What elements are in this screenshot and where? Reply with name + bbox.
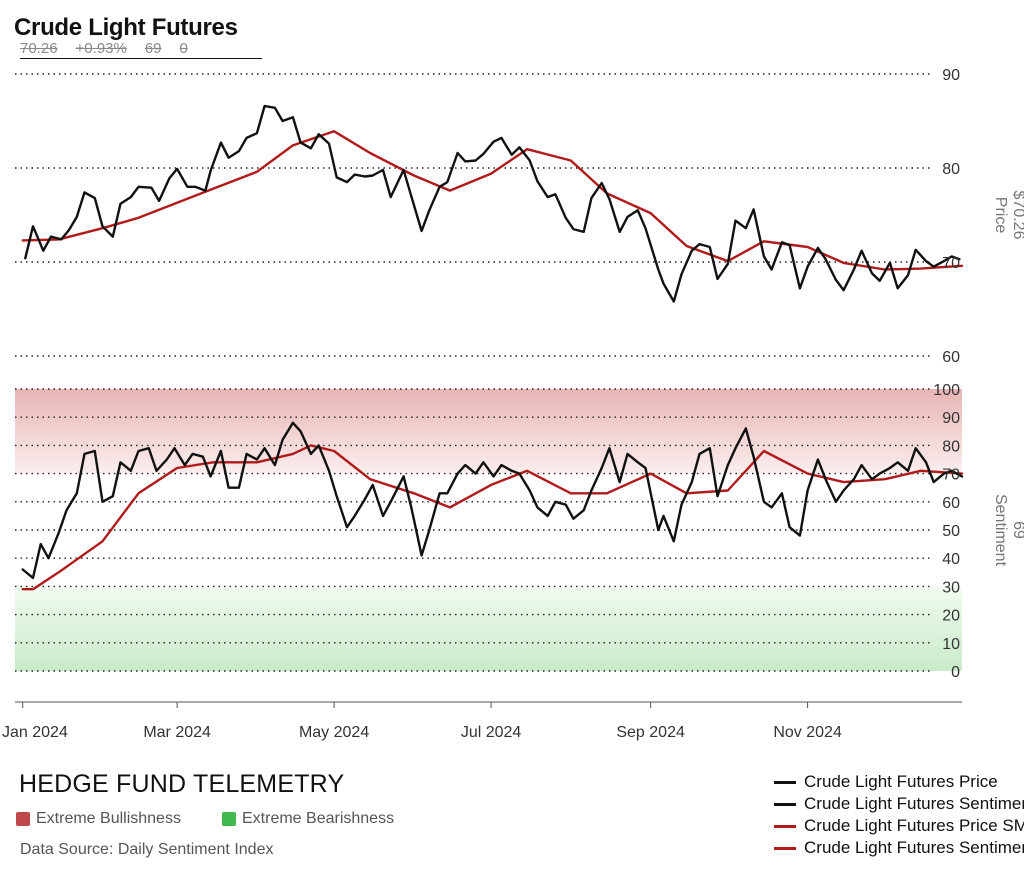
legend-label-sentiment-sma: Crude Light Futures Sentiment SMA: [804, 838, 1024, 857]
legend-line-sentiment-sma: [774, 846, 796, 850]
sentiment-line: [21, 421, 964, 580]
sentiment-tick-label: 50: [942, 523, 960, 540]
price-sma-line: [21, 130, 964, 271]
zone-legend-bear: Extreme Bearishness: [222, 810, 394, 828]
sentiment-axis-title-line: 69: [1010, 521, 1024, 539]
price-tick-label: 80: [942, 161, 960, 178]
legend-line-sentiment: [774, 802, 796, 806]
legend-label-price-sma: Crude Light Futures Price SMA: [804, 816, 1024, 835]
legend-item-price-sma[interactable]: Crude Light Futures Price SMA: [774, 815, 1024, 837]
bear-swatch: [222, 812, 236, 826]
legend-line-price-sma: [774, 824, 796, 828]
brand-name: HEDGE FUND TELEMETRY: [19, 770, 345, 798]
price-line: [24, 104, 961, 303]
price-axis-title-line: $70.26: [1010, 191, 1024, 240]
zone-extreme-bearishness: [15, 586, 962, 671]
sentiment-tick-label: 100: [933, 382, 960, 399]
x-tick-label: Jul 2024: [461, 724, 522, 741]
sentiment-zones: [15, 389, 962, 671]
legend-item-sentiment[interactable]: Crude Light Futures Sentiment: [774, 793, 1024, 815]
series-lines: [21, 104, 964, 591]
zone-label-bear: Extreme Bearishness: [242, 810, 395, 827]
tick-labels: 60 70 80 90 0 10 20 30 40 50 60 70 80 90 100 Jan 2024 Ma…: [2, 67, 1024, 741]
sentiment-tick-label: 10: [942, 636, 960, 653]
stat-price: 70.26: [20, 40, 58, 57]
header-stats: 70.26 +0.93% 69 0: [20, 40, 262, 59]
x-tick-label: Mar 2024: [143, 724, 211, 741]
x-tick-label: May 2024: [299, 724, 369, 741]
chart-title: Crude Light Futures: [14, 14, 238, 41]
sentiment-tick-label: 40: [942, 551, 960, 568]
series-legend: Crude Light Futures Price Crude Light Fu…: [774, 771, 1024, 859]
bull-swatch: [16, 812, 30, 826]
price-axis-title: Price $70.26: [992, 191, 1024, 240]
legend-label-sentiment: Crude Light Futures Sentiment: [804, 794, 1024, 813]
sentiment-tick-label: 60: [942, 495, 960, 512]
sentiment-axis-title: Sentiment 69: [992, 494, 1024, 567]
chart-canvas: 60 70 80 90 0 10 20 30 40 50 60 70 80 90 100 Jan 2024 Ma…: [2, 67, 1024, 741]
sentiment-tick-label: 20: [942, 608, 960, 625]
price-axis-title-line: Price: [992, 197, 1009, 234]
x-tick-label: Nov 2024: [773, 724, 842, 741]
price-tick-label: 90: [942, 67, 960, 84]
data-source: Data Source: Daily Sentiment Index: [20, 841, 274, 858]
zone-legend-bull: Extreme Bullishness: [16, 810, 181, 828]
price-tick-label: 70: [942, 255, 960, 272]
sentiment-tick-label: 70: [942, 467, 960, 484]
legend-line-price: [774, 780, 796, 784]
x-tick-label: Jan 2024: [2, 724, 68, 741]
x-axis: [15, 701, 962, 708]
sentiment-axis-title-line: Sentiment: [992, 494, 1009, 567]
legend-label-price: Crude Light Futures Price: [804, 772, 998, 791]
legend-item-price[interactable]: Crude Light Futures Price: [774, 771, 1024, 793]
stat-change: +0.93%: [75, 40, 127, 57]
sentiment-sma-line: [21, 444, 964, 591]
stat-sentiment: 69: [144, 40, 162, 57]
sentiment-tick-label: 30: [942, 579, 960, 596]
zone-extreme-bullishness: [15, 389, 962, 474]
sentiment-tick-label: 0: [951, 664, 960, 681]
gridlines: [15, 73, 932, 672]
zone-label-bull: Extreme Bullishness: [36, 810, 181, 827]
price-tick-label: 60: [942, 349, 960, 366]
sentiment-tick-label: 90: [942, 410, 960, 427]
legend-item-sentiment-sma[interactable]: Crude Light Futures Sentiment SMA: [774, 837, 1024, 859]
x-tick-label: Sep 2024: [616, 724, 685, 741]
stat-extra: 0: [179, 40, 188, 57]
sentiment-tick-label: 80: [942, 438, 960, 455]
